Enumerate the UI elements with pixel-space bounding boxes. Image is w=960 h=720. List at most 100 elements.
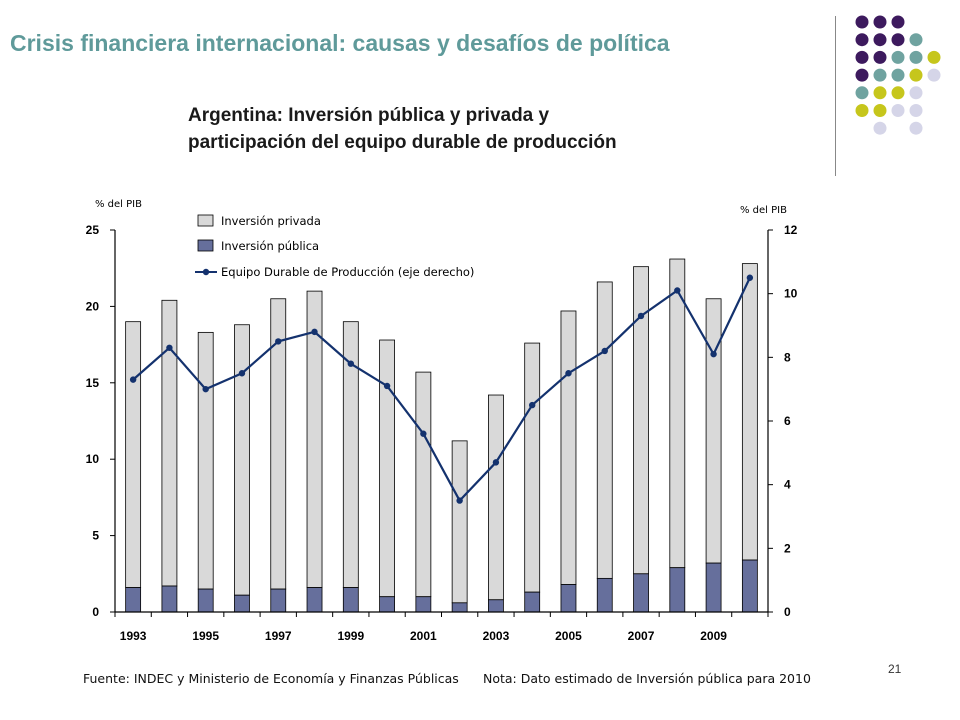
bar-public-1998 bbox=[306, 587, 323, 613]
decorative-dot bbox=[891, 68, 905, 82]
x-axis-tick-label: 2001 bbox=[410, 629, 437, 643]
point-equipo-2010 bbox=[746, 274, 754, 281]
right-axis-tick-label: 4 bbox=[784, 478, 791, 492]
bar-public-2006 bbox=[596, 577, 613, 613]
x-axis-tick-label: 1995 bbox=[192, 629, 219, 643]
point-equipo-1997 bbox=[275, 338, 282, 345]
legend-swatch-private bbox=[197, 214, 214, 227]
chart-legend: Inversión privada Inversión pública Equipo… bbox=[195, 214, 474, 279]
legend-swatch-public bbox=[197, 239, 214, 252]
right-axis-unit-label: % del PIB bbox=[740, 205, 787, 216]
decorative-dot bbox=[909, 33, 923, 47]
decorative-dot bbox=[927, 68, 941, 82]
bar-public-2008 bbox=[669, 567, 686, 613]
x-axis-tick-label: 1993 bbox=[120, 629, 147, 643]
decorative-dot bbox=[909, 50, 923, 64]
page-number: 21 bbox=[888, 662, 902, 676]
legend-label-private: Inversión privada bbox=[221, 214, 321, 228]
decorative-dot bbox=[873, 121, 887, 135]
decorative-dot bbox=[909, 68, 923, 82]
line-equipo-durable bbox=[132, 277, 751, 503]
decorative-dot bbox=[891, 33, 905, 47]
bar-private-2002 bbox=[451, 440, 468, 604]
decorative-dot bbox=[873, 68, 887, 82]
point-equipo-1999 bbox=[347, 360, 355, 367]
decorative-dot bbox=[873, 86, 887, 100]
bar-private-2008 bbox=[669, 258, 686, 569]
bar-private-2009 bbox=[705, 298, 722, 564]
decorative-dot bbox=[855, 33, 869, 47]
decorative-dot bbox=[891, 104, 905, 117]
decorative-dot bbox=[873, 50, 887, 64]
decorative-dot bbox=[855, 15, 869, 29]
decorative-dot bbox=[873, 33, 887, 47]
right-axis-tick-label: 6 bbox=[784, 414, 791, 428]
x-axis-tick-label: 1997 bbox=[265, 629, 292, 643]
bar-public-2000 bbox=[379, 596, 395, 613]
bar-public-2003 bbox=[488, 599, 504, 613]
divider-line bbox=[835, 16, 836, 176]
point-equipo-1993 bbox=[129, 376, 137, 383]
decorative-dot bbox=[855, 68, 869, 82]
bar-public-1994 bbox=[161, 585, 178, 613]
bar-public-2004 bbox=[524, 591, 541, 613]
decorative-dot bbox=[891, 86, 905, 100]
right-axis-tick-label: 2 bbox=[784, 541, 791, 555]
point-equipo-2009 bbox=[710, 350, 717, 358]
left-axis-tick-label: 10 bbox=[86, 452, 100, 466]
x-axis-tick-label: 1999 bbox=[337, 629, 364, 643]
point-equipo-1994 bbox=[166, 344, 173, 351]
decorative-dot-pattern bbox=[855, 15, 941, 135]
x-axis-tick-label: 2007 bbox=[628, 629, 655, 643]
left-axis-tick-label: 20 bbox=[86, 299, 100, 313]
bar-series-group bbox=[125, 258, 758, 613]
left-axis-tick-label: 5 bbox=[92, 529, 99, 543]
x-axis-tick-label: 2009 bbox=[700, 629, 727, 643]
bar-public-2010 bbox=[741, 559, 758, 613]
legend-marker-equipo bbox=[202, 268, 210, 276]
left-axis-unit-label: % del PIB bbox=[95, 199, 142, 210]
right-axis-tick-label: 8 bbox=[784, 350, 791, 364]
point-equipo-2006 bbox=[601, 347, 608, 355]
decorative-dot bbox=[909, 121, 923, 135]
point-equipo-1995 bbox=[202, 385, 209, 393]
bar-private-2000 bbox=[379, 339, 395, 598]
source-note: Fuente: INDEC y Ministerio de Economía y… bbox=[83, 671, 459, 686]
slide-title: Crisis financiera internacional: causas … bbox=[10, 30, 670, 56]
bar-private-1995 bbox=[197, 331, 214, 590]
bar-private-2010 bbox=[741, 263, 758, 561]
bar-private-1993 bbox=[125, 321, 142, 588]
bar-public-2001 bbox=[415, 596, 432, 613]
bar-public-1995 bbox=[197, 588, 214, 613]
bar-public-1993 bbox=[125, 587, 142, 613]
bar-public-2007 bbox=[633, 573, 649, 613]
legend-label-equipo: Equipo Durable de Producción (eje derech… bbox=[221, 265, 474, 279]
bar-private-1994 bbox=[161, 299, 178, 587]
right-axis-tick-label: 10 bbox=[784, 287, 798, 301]
bar-public-1999 bbox=[342, 587, 359, 613]
left-axis-tick-label: 0 bbox=[92, 605, 99, 619]
point-equipo-2007 bbox=[637, 312, 645, 320]
bar-private-2006 bbox=[596, 281, 613, 579]
point-equipo-2002 bbox=[456, 497, 463, 504]
bar-public-1996 bbox=[234, 594, 250, 613]
point-equipo-2004 bbox=[528, 401, 536, 409]
legend-label-public: Inversión pública bbox=[221, 239, 319, 253]
decorative-dot bbox=[873, 15, 887, 29]
point-equipo-1998 bbox=[311, 328, 318, 336]
decorative-dot bbox=[855, 50, 869, 64]
bar-private-2003 bbox=[488, 394, 504, 601]
decorative-dot bbox=[891, 50, 905, 64]
point-equipo-2001 bbox=[420, 430, 427, 437]
point-equipo-2008 bbox=[674, 287, 681, 294]
x-axis-tick-label: 2005 bbox=[555, 629, 582, 643]
point-equipo-1996 bbox=[238, 370, 246, 377]
point-equipo-2000 bbox=[383, 382, 391, 390]
bar-private-1996 bbox=[234, 324, 250, 596]
chart-title-line-1: Argentina: Inversión pública y privada y bbox=[188, 105, 550, 126]
point-equipo-2005 bbox=[565, 370, 572, 377]
decorative-dot bbox=[909, 104, 923, 117]
bar-private-2005 bbox=[560, 310, 577, 585]
decorative-dot bbox=[855, 86, 869, 100]
decorative-dot bbox=[909, 86, 923, 100]
